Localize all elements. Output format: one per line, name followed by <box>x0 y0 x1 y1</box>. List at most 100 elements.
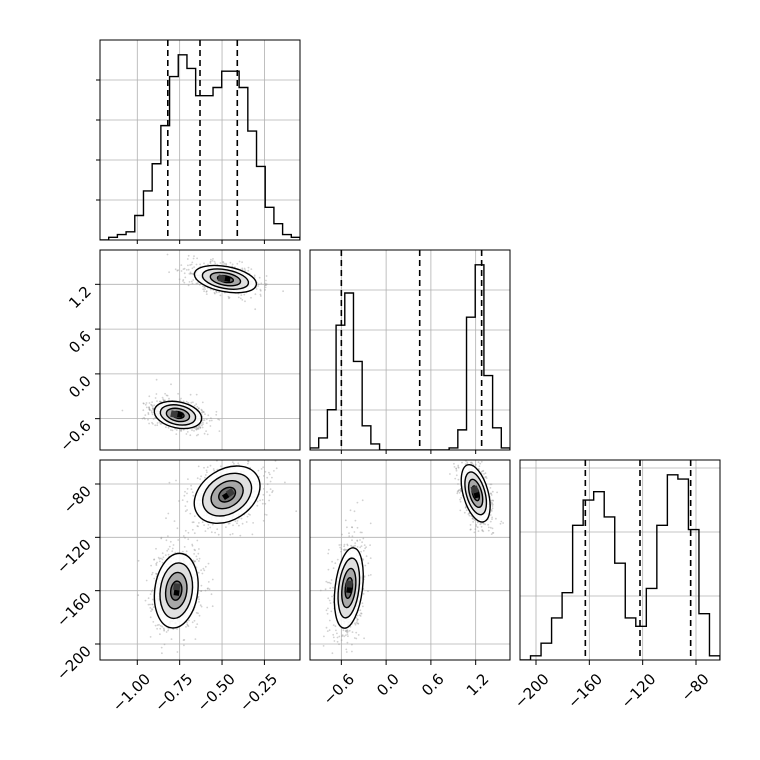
density-point <box>465 460 467 462</box>
density-point <box>201 410 204 413</box>
density-point <box>359 539 361 541</box>
density-point <box>460 452 462 454</box>
density-point <box>364 547 366 550</box>
density-point <box>187 402 190 404</box>
density-point <box>192 521 195 524</box>
density-point <box>150 590 153 593</box>
density-point <box>326 612 329 615</box>
hist-0-step <box>100 54 300 240</box>
density-point <box>361 531 363 534</box>
density-point <box>271 491 273 494</box>
density-point <box>183 494 186 497</box>
density-point <box>362 558 365 561</box>
density-point <box>190 401 193 404</box>
density-point <box>165 539 168 542</box>
density-point <box>338 635 341 638</box>
density-point <box>332 636 335 639</box>
density-point <box>264 502 267 505</box>
density-point <box>204 413 206 415</box>
density-point <box>335 629 337 632</box>
x-axis-2-tick-label-1: −160 <box>564 670 606 712</box>
density-point <box>197 426 200 428</box>
density-point <box>171 547 174 550</box>
density-point <box>236 522 238 525</box>
density-point <box>161 396 164 399</box>
density-point <box>269 480 272 483</box>
density-point <box>464 445 466 447</box>
density-point <box>209 260 212 263</box>
density-point <box>176 269 179 272</box>
density-content-2-0 <box>100 452 300 660</box>
density-point <box>185 400 188 403</box>
density-point <box>195 611 198 614</box>
density-point <box>181 550 184 553</box>
density-point <box>231 263 234 266</box>
density-point <box>137 559 140 562</box>
density-point <box>158 557 161 560</box>
density-point <box>238 524 240 527</box>
density-point <box>253 274 256 277</box>
density-point <box>353 510 356 513</box>
density-point <box>154 397 157 399</box>
density-point <box>476 526 479 529</box>
density-point <box>190 280 193 283</box>
density-point <box>199 427 202 429</box>
density-point <box>185 433 188 435</box>
density-point <box>194 549 196 552</box>
density-point <box>361 499 364 502</box>
density-2-0-core-b-0 <box>173 589 180 596</box>
density-point <box>142 409 145 412</box>
density-point <box>268 473 271 476</box>
density-point <box>182 639 185 641</box>
density-point <box>205 290 208 293</box>
density-point <box>249 514 251 516</box>
density-point <box>461 461 463 464</box>
density-point <box>329 587 332 590</box>
density-point <box>345 651 348 653</box>
density-point <box>175 479 177 482</box>
density-point <box>225 526 227 528</box>
density-point <box>203 432 206 435</box>
density-point <box>260 468 263 470</box>
density-point <box>197 552 200 555</box>
density-point <box>471 517 474 520</box>
density-point <box>223 262 226 265</box>
density-point <box>192 279 195 281</box>
density-point <box>360 545 363 547</box>
density-point <box>205 291 208 293</box>
density-point <box>142 402 145 405</box>
density-point <box>363 544 366 546</box>
density-point <box>184 505 187 507</box>
density-point <box>264 470 267 473</box>
density-point <box>343 548 346 551</box>
density-point <box>239 297 242 300</box>
density-point <box>480 470 483 473</box>
density-point <box>234 452 236 454</box>
density-point <box>162 556 165 559</box>
density-point <box>476 521 479 524</box>
density-point <box>204 565 207 568</box>
y-axis-2-tick-label-1: −160 <box>53 589 95 631</box>
density-point <box>236 452 238 454</box>
density-point <box>198 557 201 560</box>
density-point <box>471 517 474 520</box>
density-point <box>367 562 370 565</box>
density-point <box>481 529 484 532</box>
density-1-0-core-b-0 <box>176 411 184 418</box>
density-point <box>252 522 255 524</box>
density-point <box>336 640 339 643</box>
density-point <box>346 633 349 635</box>
density-point <box>170 383 172 386</box>
density-point <box>211 523 214 526</box>
density-point <box>351 539 353 542</box>
density-point <box>151 608 153 610</box>
density-point <box>195 428 198 431</box>
density-point <box>271 490 274 492</box>
density-point <box>362 537 365 540</box>
density-point <box>155 572 157 575</box>
density-point <box>151 603 154 606</box>
density-point <box>470 461 473 464</box>
density-point <box>228 455 230 457</box>
density-point <box>477 530 480 532</box>
density-point <box>489 520 492 523</box>
